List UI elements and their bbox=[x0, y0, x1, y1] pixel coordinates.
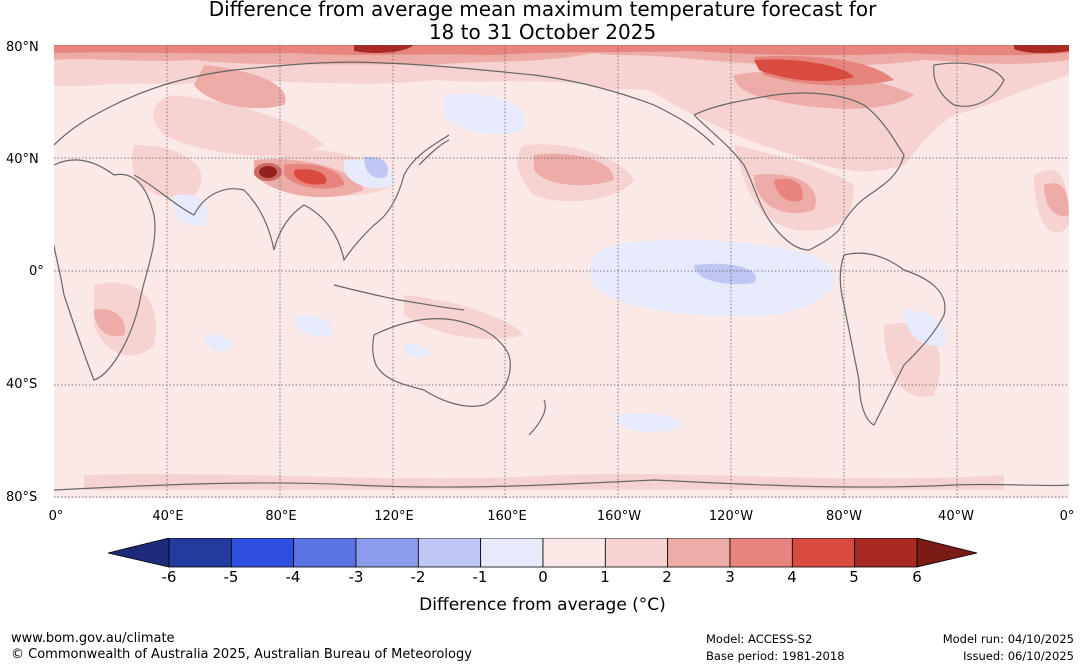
lon-label-0-left: 0° bbox=[48, 509, 64, 524]
colorbar-segment bbox=[168, 538, 232, 568]
colorbar-segment bbox=[542, 538, 606, 568]
lat-label-40s: 40°S bbox=[6, 377, 38, 392]
colorbar-label: Difference from average (°C) bbox=[419, 595, 666, 615]
colorbar-segment bbox=[604, 538, 669, 568]
colorbar-tick--6: -6 bbox=[161, 568, 177, 586]
colorbar-tick--1: -1 bbox=[472, 568, 488, 586]
footer-copyright: © Commonwealth of Australia 2025, Austra… bbox=[11, 647, 472, 662]
colorbar-segment bbox=[355, 538, 419, 568]
lat-label-80s: 80°S bbox=[6, 490, 38, 505]
colorbar-high-extend bbox=[916, 538, 978, 568]
lon-label-80w: 80°W bbox=[826, 509, 862, 524]
colorbar-tick-5: 5 bbox=[849, 568, 859, 586]
chart-title-line-1: Difference from average mean maximum tem… bbox=[208, 0, 877, 21]
colorbar-tick--5: -5 bbox=[223, 568, 239, 586]
colorbar-segment bbox=[729, 538, 793, 568]
colorbar-segment bbox=[791, 538, 856, 568]
colorbar-tick-2: 2 bbox=[662, 568, 672, 586]
colorbar-tick-6: 6 bbox=[912, 568, 922, 586]
colorbar-tick--4: -4 bbox=[285, 568, 301, 586]
lat-label-80n: 80°N bbox=[6, 40, 39, 55]
colorbar-low-extend bbox=[108, 538, 170, 568]
lat-label-40n: 40°N bbox=[6, 152, 39, 167]
footer-model: Model: ACCESS-S2 bbox=[706, 632, 813, 646]
colorbar-tick-1: 1 bbox=[600, 568, 610, 586]
colorbar-segment bbox=[667, 538, 731, 568]
lat-label-equator: 0° bbox=[29, 264, 44, 279]
graticule bbox=[54, 45, 1069, 498]
colorbar bbox=[108, 538, 978, 568]
colorbar-segment bbox=[230, 538, 295, 568]
forecast-map bbox=[54, 45, 1069, 498]
lon-label-160w: 160°W bbox=[596, 509, 642, 524]
colorbar-tick--3: -3 bbox=[348, 568, 364, 586]
lon-label-120w: 120°W bbox=[708, 509, 754, 524]
colorbar-segment bbox=[854, 538, 918, 568]
colorbar-tick-3: 3 bbox=[725, 568, 735, 586]
warm-anomaly-areas bbox=[54, 45, 1069, 498]
colorbar-tick-0: 0 bbox=[538, 568, 548, 586]
footer-website[interactable]: www.bom.gov.au/climate bbox=[11, 631, 175, 646]
colorbar-tick--2: -2 bbox=[410, 568, 426, 586]
footer-model-run: Model run: 04/10/2025 bbox=[942, 632, 1074, 646]
cool-anomaly-areas bbox=[173, 94, 947, 432]
lon-label-80e: 80°E bbox=[265, 509, 297, 524]
lon-label-0-right: 0° bbox=[1059, 509, 1075, 524]
colorbar-segment bbox=[417, 538, 482, 568]
colorbar-segment bbox=[293, 538, 357, 568]
lon-label-40w: 40°W bbox=[938, 509, 974, 524]
coastlines bbox=[54, 61, 1069, 491]
lon-label-120e: 120°E bbox=[374, 509, 414, 524]
footer-base-period: Base period: 1981-2018 bbox=[706, 649, 845, 663]
chart-title-line-2: 18 to 31 October 2025 bbox=[428, 20, 657, 44]
lon-label-160e: 160°E bbox=[487, 509, 527, 524]
colorbar-segment bbox=[480, 538, 544, 568]
colorbar-tick-4: 4 bbox=[787, 568, 797, 586]
lon-label-40e: 40°E bbox=[152, 509, 184, 524]
footer-issued: Issued: 06/10/2025 bbox=[963, 649, 1074, 663]
